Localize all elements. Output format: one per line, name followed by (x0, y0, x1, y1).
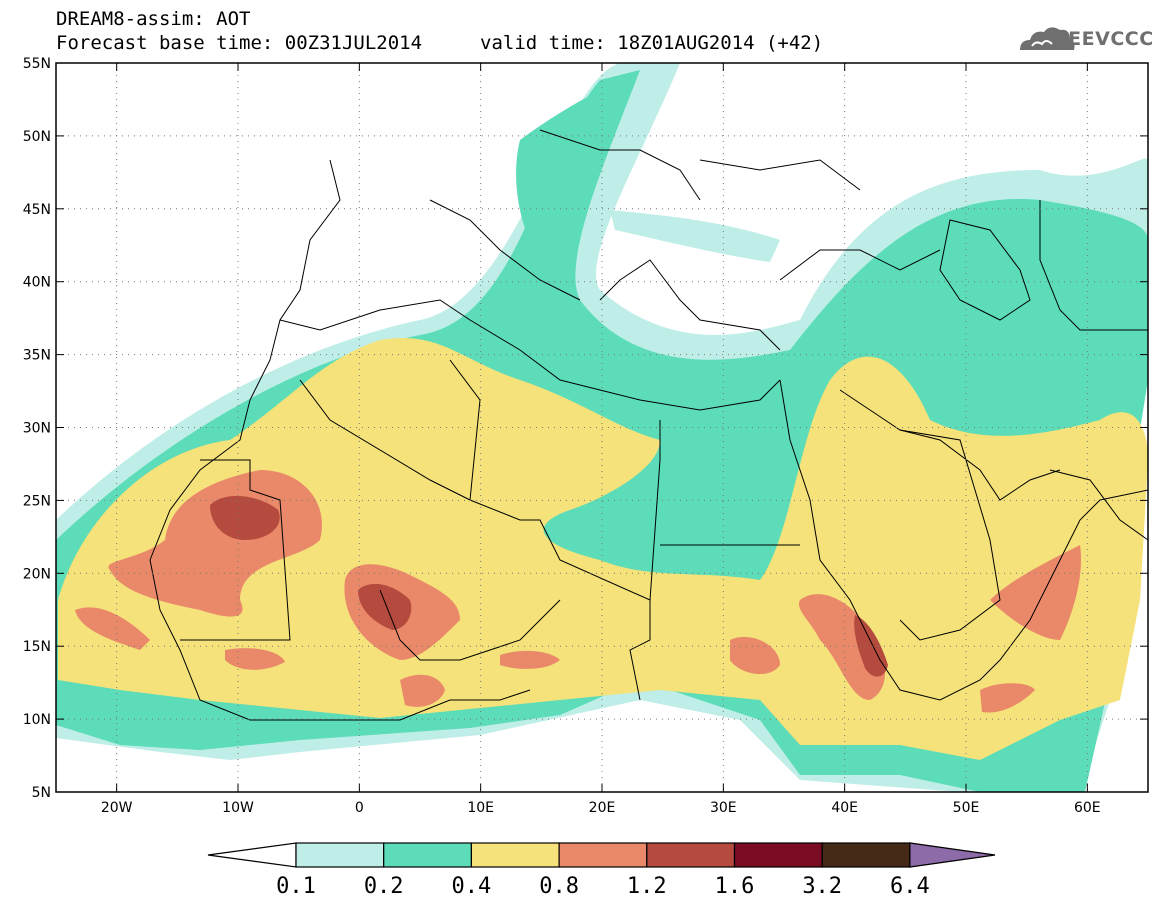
aot-level-1.2 (210, 495, 280, 540)
aot-level-1.2 (358, 583, 412, 630)
aot-level-0.8 (980, 683, 1035, 713)
lat-label: 10N (23, 712, 51, 728)
colorbar-label: 0.4 (452, 874, 492, 899)
lon-label: 60E (1074, 800, 1101, 816)
lat-label: 15N (23, 639, 51, 655)
aot-level-0.8 (400, 674, 445, 707)
lat-label: 50N (23, 129, 51, 145)
aot-level-1.2 (854, 615, 888, 677)
borders (180, 129, 1148, 701)
aot-level-0.2 (516, 80, 620, 260)
colorbar-label: 0.8 (539, 874, 579, 899)
aot-level-0.8 (75, 607, 150, 650)
colorbar-label: 1.2 (627, 874, 667, 899)
colorbar-segment (646, 842, 736, 868)
lon-label: 50E (953, 800, 980, 816)
lon-label: 10E (467, 800, 494, 816)
colorbar-segment (470, 842, 560, 868)
ticks (56, 62, 1148, 793)
colorbar-segment (733, 842, 823, 868)
valid-time: valid time: 18Z01AUG2014 (+42) (480, 32, 824, 54)
lat-label: 45N (23, 202, 51, 218)
lat-label: 40N (23, 275, 51, 291)
lat-label: 20N (23, 566, 51, 582)
lon-label: 30E (710, 800, 737, 816)
aot-level-0.1 (610, 210, 780, 262)
colorbar: 0.1 0.2 0.4 0.8 1.2 1.6 3.2 6.4 (207, 842, 996, 899)
lon-label: 20W (101, 800, 133, 816)
map-title: DREAM8-assim: AOT (56, 8, 251, 30)
lon-label: 10W (222, 800, 254, 816)
colorbar-max-arrow (909, 842, 996, 868)
colorbar-min-arrow (207, 842, 297, 868)
colorbar-segment (558, 842, 648, 868)
colorbar-label: 0.2 (364, 874, 404, 899)
lat-label: 55N (23, 56, 51, 72)
lat-label: 25N (23, 493, 51, 509)
lat-label: 30N (23, 421, 51, 437)
lat-label: 5N (32, 785, 51, 801)
lat-label: 35N (23, 348, 51, 364)
colorbar-segment (295, 842, 385, 868)
aot-level-0.8 (799, 594, 885, 700)
logo-text: SEEVCCC (1054, 28, 1154, 50)
lon-label: 40E (831, 800, 858, 816)
colorbar-label: 1.6 (715, 874, 755, 899)
lon-label: 20E (589, 800, 616, 816)
colorbar-label: 6.4 (890, 874, 930, 899)
forecast-base-time: Forecast base time: 00Z31JUL2014 (56, 32, 423, 54)
aot-level-0.8 (730, 636, 780, 675)
aot-level-0.8 (500, 650, 560, 669)
coastlines (149, 159, 1148, 721)
aot-level-0.8 (990, 545, 1081, 640)
aot-level-0.8 (225, 648, 285, 670)
colorbar-segment (383, 842, 473, 868)
colorbar-segment (821, 842, 911, 868)
colorbar-label: 3.2 (802, 874, 842, 899)
lon-label: 0 (355, 800, 364, 816)
colorbar-label: 0.1 (276, 874, 316, 899)
